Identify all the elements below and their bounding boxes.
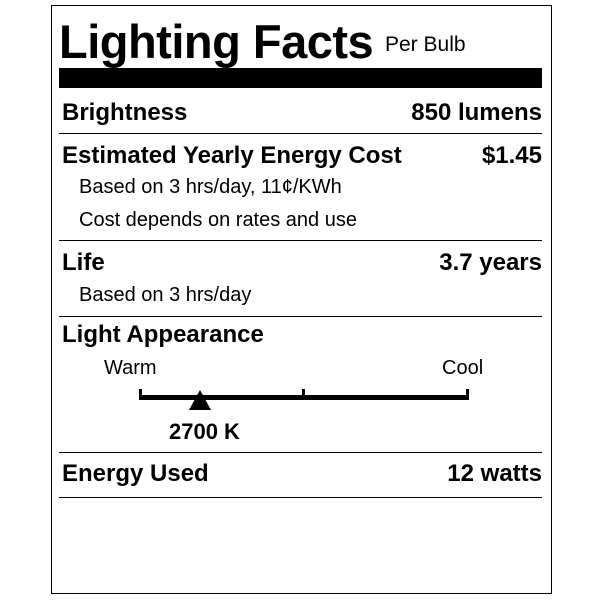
label-border xyxy=(51,5,552,594)
appearance-label: Light Appearance xyxy=(62,321,264,348)
divider xyxy=(59,452,542,453)
energy-cost-note-2: Cost depends on rates and use xyxy=(79,209,357,231)
energy-used-label: Energy Used xyxy=(62,460,209,487)
divider xyxy=(59,316,542,317)
cool-label: Cool xyxy=(442,357,484,379)
temperature-marker-icon xyxy=(188,390,211,410)
divider xyxy=(59,133,542,134)
life-label: Life xyxy=(62,249,105,276)
scale-tick xyxy=(302,389,305,400)
label-subtitle: Per Bulb xyxy=(385,33,466,56)
life-note: Based on 3 hrs/day xyxy=(79,284,252,306)
life-value: 3.7 years xyxy=(439,249,542,276)
title-bar xyxy=(59,68,542,88)
energy-used-value: 12 watts xyxy=(447,460,542,487)
energy-cost-label: Estimated Yearly Energy Cost xyxy=(62,142,402,169)
warm-label: Warm xyxy=(104,357,157,379)
divider xyxy=(59,497,542,498)
scale-tick xyxy=(139,389,142,400)
energy-cost-value: $1.45 xyxy=(481,142,542,169)
brightness-label: Brightness xyxy=(62,99,188,126)
divider xyxy=(59,240,542,241)
energy-cost-note-1: Based on 3 hrs/day, 11¢/KWh xyxy=(79,176,342,198)
appearance-value: 2700 K xyxy=(169,419,240,444)
scale-tick xyxy=(466,389,469,400)
brightness-value: 850 lumens xyxy=(411,99,542,126)
label-title: Lighting Facts xyxy=(59,15,374,68)
